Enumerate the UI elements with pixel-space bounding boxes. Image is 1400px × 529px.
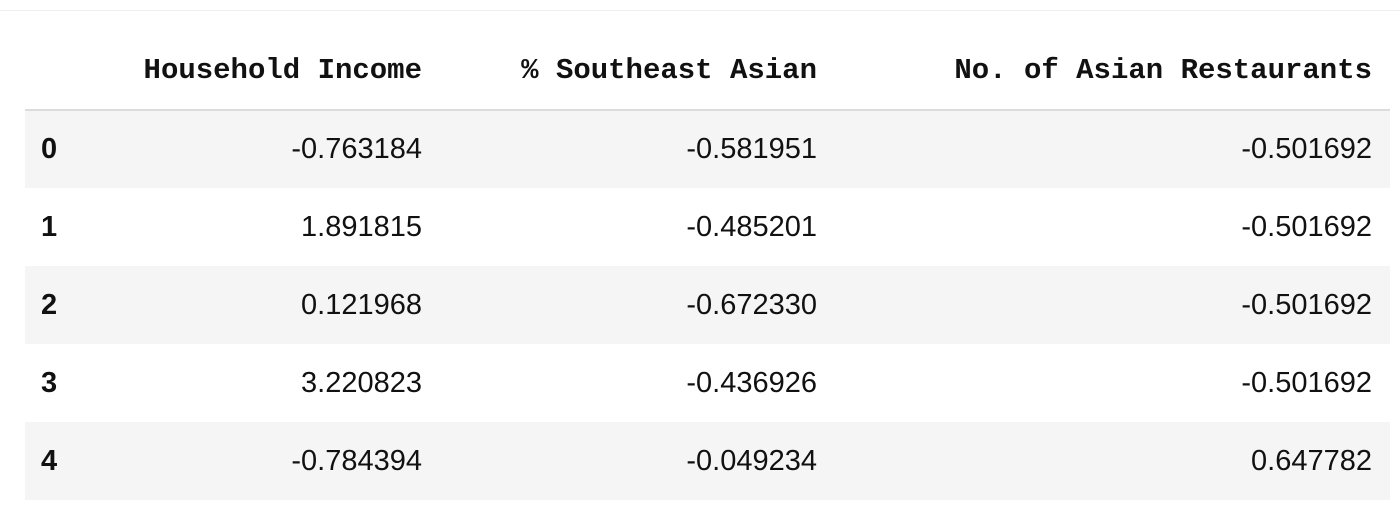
dataframe-table: Household Income % Southeast Asian No. o… — [25, 32, 1390, 500]
table-header: Household Income % Southeast Asian No. o… — [25, 32, 1390, 111]
cell-top-divider — [0, 0, 1400, 11]
asian-restaurants-cell: -0.501692 — [1241, 133, 1372, 165]
row-index: 2 — [41, 288, 58, 321]
row-index: 4 — [41, 444, 58, 477]
household-income-cell: 0.121968 — [301, 288, 422, 321]
asian-restaurants-cell: 0.647782 — [1251, 444, 1372, 477]
household-income-cell: 3.220823 — [301, 366, 422, 399]
row-index: 0 — [41, 133, 58, 165]
index-header — [25, 32, 80, 111]
table-row: 4 -0.784394 -0.049234 0.647782 — [25, 422, 1390, 500]
southeast-asian-cell: -0.485201 — [686, 210, 817, 243]
row-index: 1 — [41, 210, 58, 243]
asian-restaurants-cell: -0.501692 — [1241, 366, 1372, 399]
table-row: 3 3.220823 -0.436926 -0.501692 — [25, 344, 1390, 422]
southeast-asian-cell: -0.581951 — [686, 133, 817, 165]
table-row: 0 -0.763184 -0.581951 -0.501692 — [25, 110, 1390, 188]
table-row: 1 1.891815 -0.485201 -0.501692 — [25, 188, 1390, 266]
household-income-cell: -0.763184 — [291, 133, 422, 165]
header-row: Household Income % Southeast Asian No. o… — [25, 32, 1390, 111]
table-row: 2 0.121968 -0.672330 -0.501692 — [25, 266, 1390, 344]
table-body: 0 -0.763184 -0.581951 -0.501692 1 1.8918… — [25, 110, 1390, 500]
southeast-asian-cell: -0.672330 — [686, 288, 817, 321]
dataframe-output: Household Income % Southeast Asian No. o… — [25, 32, 1390, 500]
row-index: 3 — [41, 366, 58, 399]
column-header-southeast-asian: % Southeast Asian — [440, 32, 835, 111]
column-header-asian-restaurants: No. of Asian Restaurants — [835, 32, 1390, 111]
household-income-cell: -0.784394 — [291, 444, 422, 477]
household-income-cell: 1.891815 — [301, 210, 422, 243]
southeast-asian-cell: -0.049234 — [686, 444, 817, 477]
asian-restaurants-cell: -0.501692 — [1241, 210, 1372, 243]
southeast-asian-cell: -0.436926 — [686, 366, 817, 399]
asian-restaurants-cell: -0.501692 — [1241, 288, 1372, 321]
column-header-household-income: Household Income — [80, 32, 440, 111]
